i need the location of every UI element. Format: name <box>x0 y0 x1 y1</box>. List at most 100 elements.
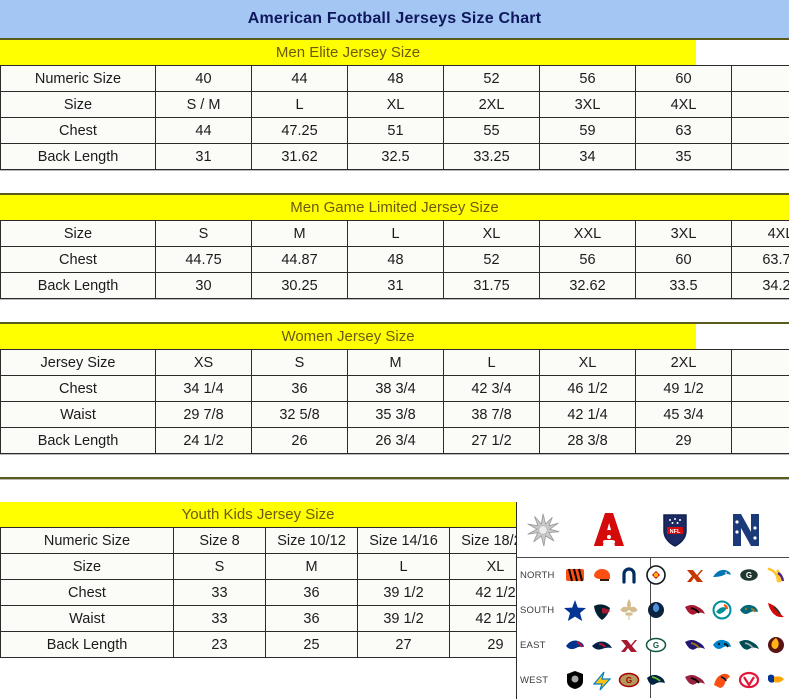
row-label-cell: Back Length <box>1 428 156 454</box>
svg-text:NFL: NFL <box>670 529 681 535</box>
browns-logo-icon[interactable] <box>590 563 615 588</box>
conference-header-row: NFL <box>517 502 789 558</box>
data-cell: 29 7/8 <box>156 402 252 428</box>
section-header: Men Elite Jersey Size <box>0 40 789 65</box>
afc-logo <box>569 510 647 550</box>
data-cell: S / M <box>156 92 252 118</box>
data-cell: 30 <box>156 273 252 299</box>
bengals-logo-icon[interactable] <box>563 563 588 588</box>
data-cell <box>732 92 789 118</box>
data-cell: 35 3/8 <box>348 402 444 428</box>
cardinals-logo-icon[interactable] <box>683 668 708 693</box>
data-cell: XL <box>348 92 444 118</box>
giants-logo-icon[interactable] <box>617 633 642 658</box>
cowboys-logo-icon[interactable] <box>563 598 588 623</box>
row-label-cell: Back Length <box>1 144 156 170</box>
data-cell: 33.5 <box>636 273 732 299</box>
data-cell: 33.25 <box>444 144 540 170</box>
dolphins-logo-icon[interactable] <box>710 598 735 623</box>
nfc-team-logos <box>676 633 789 658</box>
data-cell: 36 <box>252 376 348 402</box>
chart-title-bar: American Football Jerseys Size Chart <box>0 0 789 40</box>
nfl-teams-panel: NFL <box>516 502 789 699</box>
svg-text:G: G <box>626 676 632 685</box>
section-heading-label: Men Elite Jersey Size <box>276 44 420 61</box>
raiders-logo-icon[interactable] <box>563 668 588 693</box>
division-label: NORTH <box>517 570 563 581</box>
49ers-logo-icon[interactable]: G <box>617 668 642 693</box>
seahawks-logo-icon[interactable] <box>644 668 669 693</box>
division-row: NORTH G <box>517 558 789 593</box>
row-label-cell: Chest <box>1 376 156 402</box>
data-cell: 2XL <box>636 350 732 376</box>
saints-logo-icon[interactable] <box>617 598 642 623</box>
lions-logo-icon[interactable] <box>710 563 735 588</box>
nfc-team-logos: G <box>676 563 789 588</box>
row-label-cell: Size <box>1 92 156 118</box>
patriots-logo-icon[interactable] <box>590 633 615 658</box>
steelers-logo-icon[interactable] <box>644 563 669 588</box>
data-cell: 56 <box>540 247 636 273</box>
table-gap <box>0 454 789 479</box>
data-cell: 44 <box>156 118 252 144</box>
row-label-cell: Waist <box>1 606 174 632</box>
broncos-logo-icon[interactable] <box>710 668 735 693</box>
data-cell: 24 1/2 <box>156 428 252 454</box>
buccaneers-logo-icon[interactable] <box>764 598 789 623</box>
data-cell: 34.25 <box>732 273 789 299</box>
data-cell: 29 <box>636 428 732 454</box>
data-cell: 33 <box>174 606 266 632</box>
data-cell: XL <box>444 221 540 247</box>
eagles-logo-icon[interactable] <box>737 633 762 658</box>
colts-logo-icon[interactable] <box>617 563 642 588</box>
data-cell: 44.75 <box>156 247 252 273</box>
data-cell: M <box>266 554 358 580</box>
afc-team-logos: G <box>563 633 676 658</box>
data-cell: 52 <box>444 66 540 92</box>
data-cell: 27 <box>358 632 450 658</box>
nfc-team-logos <box>676 598 789 623</box>
chiefs-logo-icon[interactable] <box>737 668 762 693</box>
jaguars-logo-icon[interactable] <box>737 598 762 623</box>
section-gap <box>0 479 789 502</box>
bears-logo-icon[interactable] <box>683 563 708 588</box>
ravens-logo-icon[interactable] <box>683 633 708 658</box>
jets-logo-icon[interactable]: G <box>644 633 669 658</box>
data-cell: XS <box>156 350 252 376</box>
data-cell: 32 5/8 <box>252 402 348 428</box>
data-cell: 59 <box>540 118 636 144</box>
vikings-logo-icon[interactable] <box>764 563 789 588</box>
data-cell: 38 3/4 <box>348 376 444 402</box>
texans-logo-icon[interactable] <box>590 598 615 623</box>
data-cell: 4XL <box>732 221 789 247</box>
packers-logo-icon[interactable]: G <box>737 563 762 588</box>
redskins-logo-icon[interactable] <box>764 633 789 658</box>
data-cell: 34 <box>540 144 636 170</box>
division-row: SOUTH <box>517 593 789 628</box>
section-header-filler <box>696 40 789 65</box>
row-label-cell: Jersey Size <box>1 350 156 376</box>
data-cell: 34 1/4 <box>156 376 252 402</box>
rams-logo-icon[interactable] <box>764 668 789 693</box>
panthers-logo-icon[interactable] <box>710 633 735 658</box>
data-cell: L <box>252 92 348 118</box>
afc-team-logos <box>563 598 676 623</box>
data-cell: 36 <box>266 606 358 632</box>
falcons-logo-icon[interactable] <box>683 598 708 623</box>
chargers-logo-icon[interactable] <box>590 668 615 693</box>
size-table: SizeSMLXLXXL3XL4XLChest44.7544.874852566… <box>0 220 789 299</box>
starburst-icon <box>517 513 569 547</box>
nfc-logo <box>703 510 788 550</box>
bills-logo-icon[interactable] <box>563 633 588 658</box>
section-heading-label: Men Game Limited Jersey Size <box>290 199 498 216</box>
titans-logo-icon[interactable] <box>644 598 669 623</box>
